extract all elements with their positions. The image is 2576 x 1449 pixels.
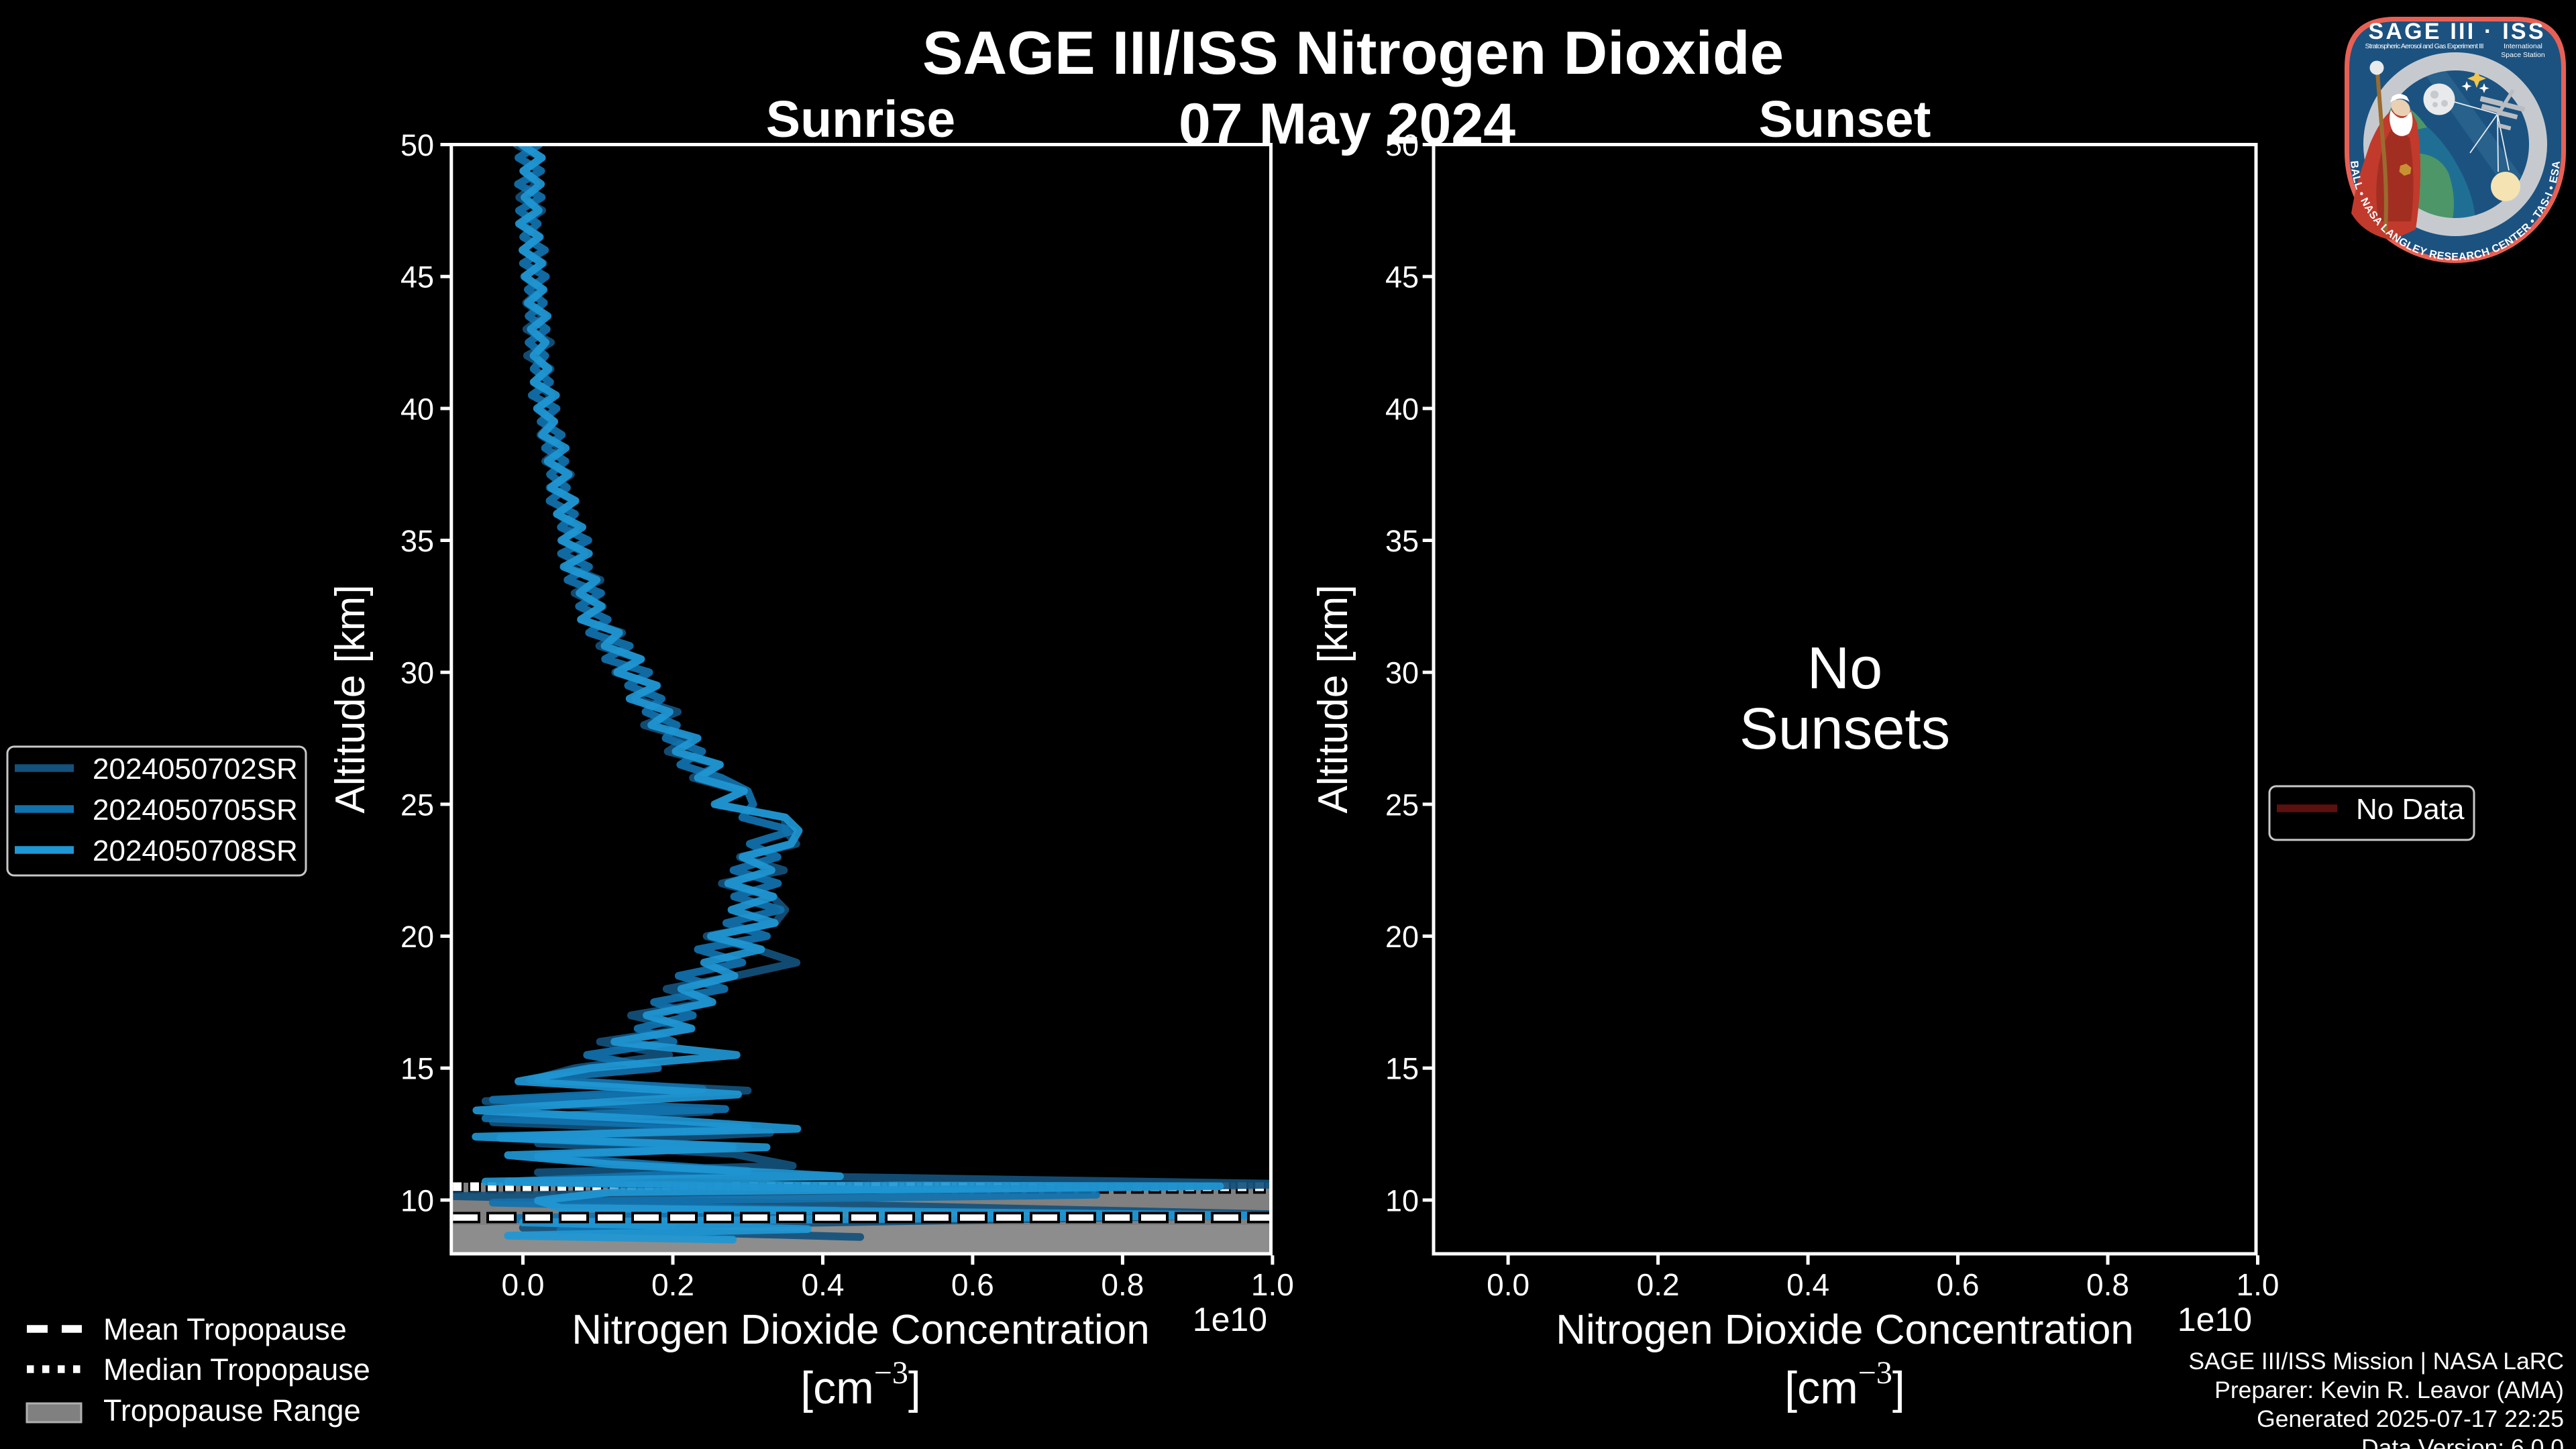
svg-text:Tropopause Range: Tropopause Range [103, 1393, 361, 1428]
svg-text:0.4: 0.4 [1786, 1267, 1829, 1302]
svg-text:0.6: 0.6 [951, 1267, 994, 1302]
svg-text:10: 10 [400, 1183, 434, 1218]
svg-text:1.0: 1.0 [1251, 1267, 1294, 1302]
svg-text:1.0: 1.0 [2237, 1267, 2279, 1302]
svg-text:0.6: 0.6 [1937, 1267, 1980, 1302]
svg-text:20: 20 [1385, 920, 1419, 954]
svg-text:1e10: 1e10 [2178, 1301, 2252, 1338]
svg-text:2024050708SR: 2024050708SR [93, 835, 298, 867]
svg-text:No: No [1807, 635, 1883, 701]
svg-text:40: 40 [400, 392, 434, 426]
svg-text:25: 25 [1385, 788, 1419, 822]
svg-text:No Data: No Data [2356, 793, 2465, 826]
svg-text:15: 15 [400, 1052, 434, 1086]
svg-text:SAGE III/ISS Nitrogen Dioxide: SAGE III/ISS Nitrogen Dioxide [922, 19, 1784, 87]
svg-text:Nitrogen Dioxide Concentration: Nitrogen Dioxide Concentration [572, 1307, 1150, 1353]
svg-text:0.8: 0.8 [1101, 1267, 1144, 1302]
svg-text:Mean Tropopause: Mean Tropopause [103, 1312, 347, 1346]
svg-text:50: 50 [400, 128, 434, 162]
svg-text:2024050702SR: 2024050702SR [93, 753, 298, 786]
svg-text:30: 30 [400, 656, 434, 690]
svg-text:0.0: 0.0 [1487, 1267, 1529, 1302]
svg-text:0.0: 0.0 [502, 1267, 545, 1302]
svg-text:35: 35 [400, 524, 434, 558]
svg-text:Median Tropopause: Median Tropopause [103, 1352, 370, 1387]
svg-text:Generated 2025-07-17 22:25: Generated 2025-07-17 22:25 [2257, 1405, 2564, 1432]
svg-text:Preparer: Kevin R. Leavor (AMA: Preparer: Kevin R. Leavor (AMA) [2214, 1377, 2564, 1403]
svg-text:Stratospheric Aerosol and Gas: Stratospheric Aerosol and Gas Experiment… [2365, 42, 2484, 50]
svg-text:45: 45 [1385, 260, 1419, 294]
svg-text:Altitude [km]: Altitude [km] [1310, 584, 1356, 813]
svg-text:10: 10 [1385, 1183, 1419, 1218]
svg-text:Nitrogen Dioxide Concentration: Nitrogen Dioxide Concentration [1556, 1307, 2134, 1353]
svg-text:35: 35 [1385, 524, 1419, 558]
svg-text:20: 20 [400, 920, 434, 954]
svg-text:Altitude [km]: Altitude [km] [327, 584, 374, 813]
svg-text:30: 30 [1385, 656, 1419, 690]
svg-text:SAGE III · ISS: SAGE III · ISS [2369, 19, 2544, 44]
svg-text:Space Station: Space Station [2501, 51, 2545, 59]
svg-text:0.8: 0.8 [2086, 1267, 2129, 1302]
svg-text:2024050705SR: 2024050705SR [93, 794, 298, 826]
svg-text:0.4: 0.4 [802, 1267, 845, 1302]
svg-text:07 May 2024: 07 May 2024 [1179, 92, 1515, 156]
svg-text:25: 25 [400, 788, 434, 822]
svg-text:Sunset: Sunset [1759, 91, 1931, 148]
svg-text:Sunsets: Sunsets [1739, 696, 1950, 761]
svg-text:50: 50 [1385, 128, 1419, 162]
svg-text:40: 40 [1385, 392, 1419, 426]
svg-text:Sunrise: Sunrise [766, 91, 955, 148]
svg-text:Data Version: 6.0.0: Data Version: 6.0.0 [2361, 1434, 2564, 1449]
svg-text:International: International [2504, 42, 2542, 50]
svg-text:0.2: 0.2 [1637, 1267, 1680, 1302]
svg-text:SAGE III/ISS Mission | NASA La: SAGE III/ISS Mission | NASA LaRC [2188, 1348, 2564, 1375]
svg-text:0.2: 0.2 [651, 1267, 694, 1302]
svg-text:15: 15 [1385, 1052, 1419, 1086]
svg-text:45: 45 [400, 260, 434, 294]
svg-text:1e10: 1e10 [1193, 1301, 1267, 1338]
